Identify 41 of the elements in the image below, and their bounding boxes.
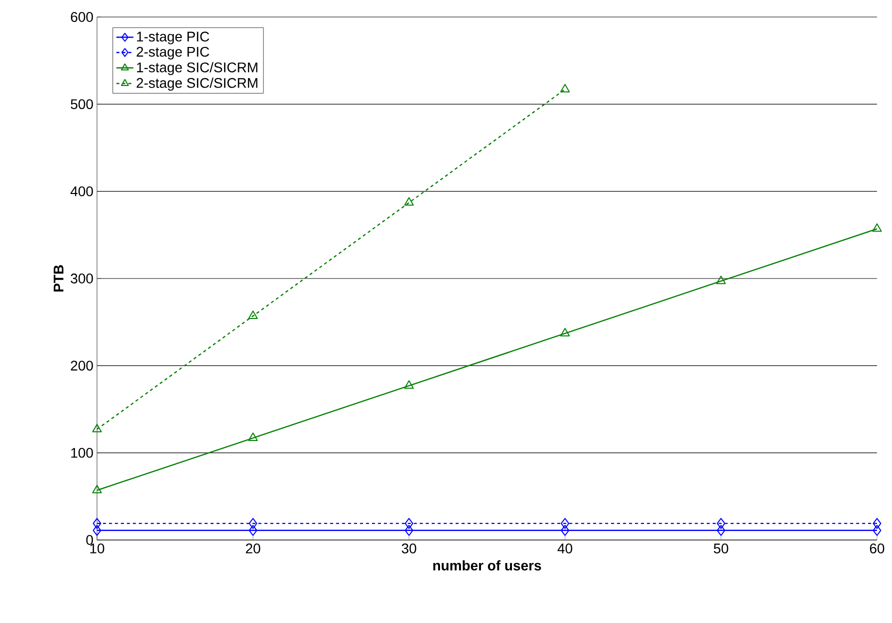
point (872, 524, 882, 536)
y-tick-label: 300 (70, 274, 93, 284)
x-tick-label: 10 (90, 544, 104, 554)
y-tick-label: 500 (70, 99, 93, 110)
y-tick-label: 0 (86, 535, 93, 545)
point (404, 524, 414, 536)
x-tick-label: 20 (246, 544, 260, 554)
x-tick-label: 50 (714, 544, 728, 554)
y-axis-title: PTB (54, 265, 64, 292)
point (716, 276, 726, 284)
point (560, 84, 570, 92)
x-tick-label: 40 (558, 544, 572, 554)
x-tick-label: 60 (870, 544, 884, 554)
point (560, 328, 570, 336)
point (872, 518, 882, 529)
y-tick-label: 100 (71, 448, 93, 458)
x-axis-title: number of users (433, 560, 542, 570)
point (560, 518, 570, 529)
point (92, 524, 102, 536)
point (404, 518, 414, 529)
legend-label: 1-stage PIC (137, 32, 210, 44)
legend-label: 2-stage PIC (136, 46, 210, 60)
point (404, 197, 414, 206)
y-tick-label: 400 (70, 186, 93, 196)
point (248, 524, 258, 536)
y-tick-label: 600 (70, 12, 93, 22)
legend-label: 2-stage SIC/SICRM (136, 78, 258, 91)
x-tick-label: 30 (402, 544, 416, 554)
point (872, 223, 882, 232)
point (248, 432, 258, 442)
point (716, 518, 726, 529)
point (404, 380, 414, 389)
point (716, 524, 726, 536)
y-tick-label: 200 (70, 360, 93, 371)
point (560, 524, 570, 536)
point (92, 484, 102, 494)
legend-label: 1-stage SIC/SICRM (137, 62, 258, 76)
point (248, 518, 258, 529)
point (248, 310, 258, 319)
point (92, 424, 102, 432)
point (92, 518, 102, 529)
